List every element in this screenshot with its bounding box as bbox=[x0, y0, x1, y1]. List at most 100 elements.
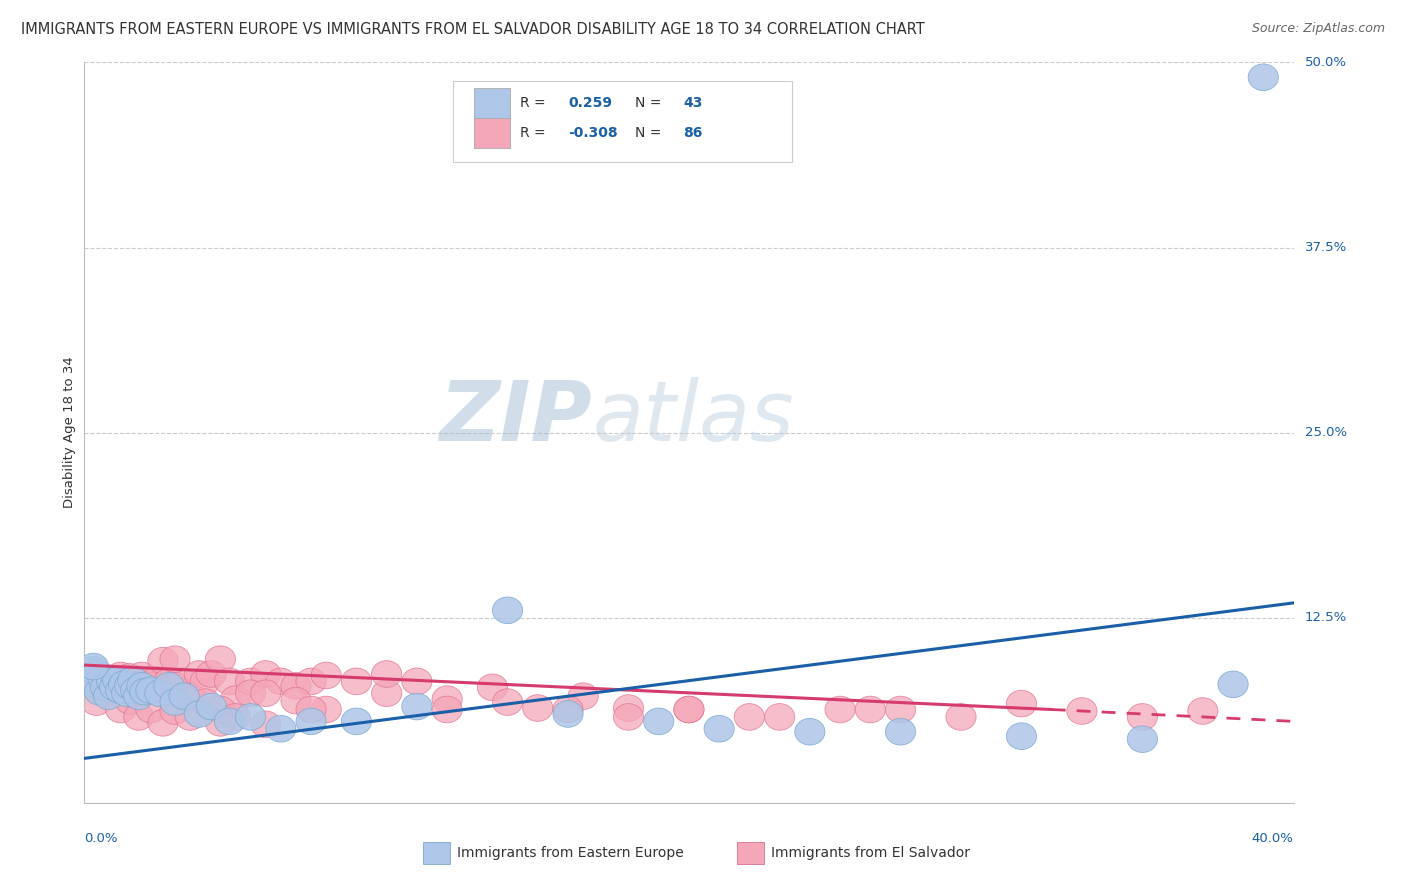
Text: 43: 43 bbox=[683, 96, 702, 110]
Ellipse shape bbox=[1007, 690, 1036, 717]
Ellipse shape bbox=[197, 661, 226, 688]
Text: 86: 86 bbox=[683, 126, 702, 140]
Ellipse shape bbox=[402, 693, 432, 720]
Ellipse shape bbox=[103, 666, 132, 693]
Ellipse shape bbox=[478, 674, 508, 700]
Ellipse shape bbox=[765, 704, 794, 731]
Text: 0.0%: 0.0% bbox=[84, 832, 118, 846]
Ellipse shape bbox=[115, 664, 145, 690]
Ellipse shape bbox=[136, 696, 166, 723]
Ellipse shape bbox=[72, 664, 103, 690]
Ellipse shape bbox=[197, 693, 226, 720]
Ellipse shape bbox=[184, 700, 214, 727]
FancyBboxPatch shape bbox=[737, 842, 763, 864]
Text: N =: N = bbox=[634, 126, 665, 140]
Ellipse shape bbox=[734, 704, 765, 731]
Ellipse shape bbox=[236, 668, 266, 695]
Ellipse shape bbox=[553, 700, 583, 727]
Ellipse shape bbox=[205, 709, 236, 736]
Ellipse shape bbox=[97, 668, 127, 695]
FancyBboxPatch shape bbox=[423, 842, 450, 864]
Ellipse shape bbox=[124, 683, 153, 709]
Ellipse shape bbox=[84, 674, 115, 700]
Ellipse shape bbox=[76, 664, 105, 690]
Ellipse shape bbox=[342, 668, 371, 695]
Ellipse shape bbox=[311, 696, 342, 723]
Ellipse shape bbox=[142, 666, 172, 693]
Ellipse shape bbox=[371, 680, 402, 706]
Ellipse shape bbox=[84, 679, 115, 705]
Ellipse shape bbox=[145, 680, 174, 706]
Ellipse shape bbox=[295, 696, 326, 723]
Ellipse shape bbox=[136, 673, 166, 699]
Ellipse shape bbox=[1188, 698, 1218, 724]
Ellipse shape bbox=[1218, 671, 1249, 698]
Ellipse shape bbox=[166, 668, 197, 695]
Ellipse shape bbox=[121, 677, 150, 704]
Ellipse shape bbox=[673, 696, 704, 723]
Ellipse shape bbox=[76, 671, 105, 698]
Ellipse shape bbox=[825, 696, 855, 723]
Ellipse shape bbox=[946, 704, 976, 731]
Ellipse shape bbox=[115, 688, 145, 714]
Ellipse shape bbox=[432, 686, 463, 713]
Text: 0.259: 0.259 bbox=[568, 96, 612, 110]
Ellipse shape bbox=[148, 709, 179, 736]
Ellipse shape bbox=[176, 683, 205, 709]
Text: 12.5%: 12.5% bbox=[1305, 611, 1347, 624]
Ellipse shape bbox=[492, 689, 523, 715]
Text: 50.0%: 50.0% bbox=[1305, 56, 1347, 69]
Ellipse shape bbox=[108, 668, 139, 695]
Text: 37.5%: 37.5% bbox=[1305, 241, 1347, 254]
Ellipse shape bbox=[176, 704, 205, 731]
Ellipse shape bbox=[402, 668, 432, 695]
Text: Source: ZipAtlas.com: Source: ZipAtlas.com bbox=[1251, 22, 1385, 36]
Ellipse shape bbox=[432, 696, 463, 723]
Ellipse shape bbox=[153, 668, 184, 695]
Ellipse shape bbox=[136, 677, 166, 704]
Ellipse shape bbox=[124, 704, 153, 731]
Ellipse shape bbox=[1067, 698, 1097, 724]
Ellipse shape bbox=[266, 668, 297, 695]
Ellipse shape bbox=[190, 668, 221, 695]
Ellipse shape bbox=[205, 696, 236, 723]
Ellipse shape bbox=[93, 677, 124, 704]
Ellipse shape bbox=[160, 673, 190, 699]
Ellipse shape bbox=[111, 680, 142, 706]
Ellipse shape bbox=[214, 708, 245, 735]
FancyBboxPatch shape bbox=[474, 88, 510, 118]
Ellipse shape bbox=[111, 673, 142, 699]
Ellipse shape bbox=[118, 670, 148, 696]
Ellipse shape bbox=[250, 661, 281, 688]
Ellipse shape bbox=[127, 673, 157, 699]
Ellipse shape bbox=[342, 708, 371, 735]
Ellipse shape bbox=[79, 659, 108, 686]
Ellipse shape bbox=[87, 664, 118, 690]
Ellipse shape bbox=[153, 673, 184, 699]
Ellipse shape bbox=[236, 680, 266, 706]
Ellipse shape bbox=[311, 662, 342, 689]
Ellipse shape bbox=[105, 696, 136, 723]
Ellipse shape bbox=[266, 715, 297, 742]
Ellipse shape bbox=[129, 668, 160, 695]
Ellipse shape bbox=[160, 698, 190, 724]
Ellipse shape bbox=[103, 673, 132, 699]
Ellipse shape bbox=[281, 688, 311, 714]
Ellipse shape bbox=[121, 675, 150, 702]
Ellipse shape bbox=[236, 704, 266, 731]
Ellipse shape bbox=[184, 661, 214, 688]
Ellipse shape bbox=[886, 718, 915, 745]
Ellipse shape bbox=[93, 680, 124, 706]
FancyBboxPatch shape bbox=[474, 118, 510, 147]
Ellipse shape bbox=[90, 674, 121, 700]
Text: Immigrants from Eastern Europe: Immigrants from Eastern Europe bbox=[457, 847, 683, 860]
Y-axis label: Disability Age 18 to 34: Disability Age 18 to 34 bbox=[63, 357, 76, 508]
Ellipse shape bbox=[295, 668, 326, 695]
Ellipse shape bbox=[1128, 726, 1157, 753]
Ellipse shape bbox=[250, 711, 281, 738]
Text: 25.0%: 25.0% bbox=[1305, 426, 1347, 439]
Ellipse shape bbox=[124, 668, 153, 695]
FancyBboxPatch shape bbox=[453, 81, 792, 162]
Ellipse shape bbox=[105, 662, 136, 689]
Ellipse shape bbox=[1128, 704, 1157, 731]
